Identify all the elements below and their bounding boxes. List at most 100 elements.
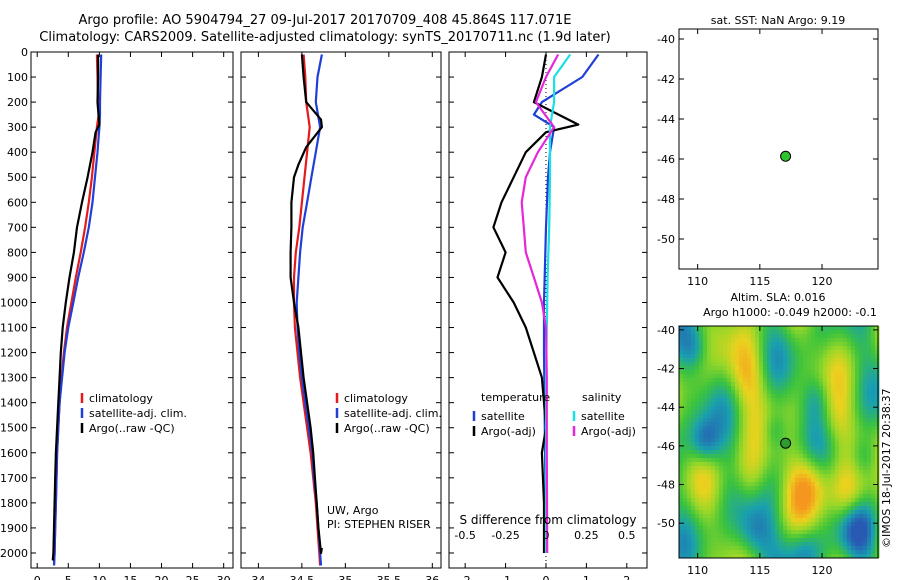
heatmap-cell — [811, 422, 816, 427]
heatmap-cell — [795, 386, 800, 391]
heatmap-cell — [799, 454, 804, 459]
heatmap-cell — [815, 510, 820, 515]
heatmap-cell — [791, 494, 796, 499]
heatmap-cell — [827, 510, 832, 515]
heatmap-cell — [699, 326, 704, 331]
heatmap-cell — [875, 458, 880, 463]
heatmap-cell — [795, 394, 800, 399]
heatmap-cell — [731, 350, 736, 355]
heatmap-cell — [723, 410, 728, 415]
heatmap-cell — [795, 358, 800, 363]
heatmap-cell — [795, 466, 800, 471]
heatmap-cell — [807, 450, 812, 455]
heatmap-cell — [703, 402, 708, 407]
heatmap-cell — [783, 358, 788, 363]
heatmap-cell — [767, 474, 772, 479]
heatmap-cell — [867, 542, 872, 547]
heatmap-cell — [871, 330, 876, 335]
heatmap-cell — [763, 542, 768, 547]
heatmap-cell — [687, 330, 692, 335]
heatmap-cell — [815, 482, 820, 487]
heatmap-cell — [743, 494, 748, 499]
y-tick-label: 400 — [7, 146, 28, 159]
heatmap-cell — [787, 510, 792, 515]
heatmap-cell — [783, 406, 788, 411]
heatmap-cell — [867, 382, 872, 387]
heatmap-cell — [811, 502, 816, 507]
heatmap-cell — [751, 418, 756, 423]
heatmap-cell — [727, 554, 732, 559]
heatmap-cell — [839, 498, 844, 503]
legend-label: climatology — [344, 392, 408, 405]
heatmap-cell — [823, 422, 828, 427]
heatmap-cell — [711, 422, 716, 427]
heatmap-cell — [727, 378, 732, 383]
heatmap-cell — [875, 478, 880, 483]
heatmap-cell — [719, 358, 724, 363]
heatmap-cell — [807, 462, 812, 467]
heatmap-cell — [855, 498, 860, 503]
heatmap-cell — [783, 550, 788, 555]
heatmap-cell — [811, 386, 816, 391]
credit-line-1: UW, Argo — [327, 504, 379, 517]
heatmap-cell — [867, 554, 872, 559]
heatmap-cell — [787, 346, 792, 351]
heatmap-cell — [863, 470, 868, 475]
heatmap-cell — [703, 494, 708, 499]
heatmap-cell — [719, 402, 724, 407]
heatmap-cell — [775, 414, 780, 419]
heatmap-cell — [779, 342, 784, 347]
heatmap-cell — [855, 518, 860, 523]
heatmap-cell — [743, 518, 748, 523]
heatmap-cell — [855, 438, 860, 443]
x-tick-label: 36 — [425, 574, 439, 580]
heatmap-cell — [691, 378, 696, 383]
heatmap-cell — [719, 378, 724, 383]
y-tick-label: -48 — [657, 193, 675, 206]
heatmap-cell — [695, 342, 700, 347]
heatmap-cell — [763, 550, 768, 555]
heatmap-cell — [843, 374, 848, 379]
heatmap-cell — [815, 366, 820, 371]
heatmap-cell — [739, 474, 744, 479]
heatmap-cell — [743, 410, 748, 415]
heatmap-cell — [723, 382, 728, 387]
heatmap-cell — [687, 550, 692, 555]
heatmap-cell — [743, 526, 748, 531]
heatmap-cell — [843, 438, 848, 443]
heatmap-cell — [827, 458, 832, 463]
y-tick-label: 1700 — [0, 472, 28, 485]
heatmap-cell — [739, 410, 744, 415]
heatmap-cell — [767, 422, 772, 427]
heatmap-cell — [799, 414, 804, 419]
heatmap-cell — [799, 410, 804, 415]
heatmap-cell — [715, 450, 720, 455]
heatmap-cell — [755, 518, 760, 523]
heatmap-cell — [831, 530, 836, 535]
heatmap-cell — [691, 426, 696, 431]
heatmap-cell — [707, 330, 712, 335]
heatmap-cell — [767, 502, 772, 507]
heatmap-cell — [707, 442, 712, 447]
heatmap-cell — [827, 554, 832, 559]
heatmap-cell — [815, 382, 820, 387]
heatmap-cell — [743, 458, 748, 463]
heatmap-cell — [679, 338, 684, 343]
heatmap-cell — [803, 338, 808, 343]
heatmap-cell — [759, 426, 764, 431]
heatmap-cell — [871, 450, 876, 455]
heatmap-cell — [859, 550, 864, 555]
heatmap-cell — [711, 398, 716, 403]
heatmap-cell — [743, 546, 748, 551]
heatmap-cell — [831, 378, 836, 383]
heatmap-cell — [803, 510, 808, 515]
heatmap-cell — [707, 434, 712, 439]
heatmap-cell — [779, 378, 784, 383]
heatmap-cell — [827, 342, 832, 347]
heatmap-cell — [759, 542, 764, 547]
heatmap-cell — [867, 350, 872, 355]
heatmap-cell — [835, 478, 840, 483]
heatmap-cell — [755, 382, 760, 387]
heatmap-cell — [775, 362, 780, 367]
heatmap-cell — [791, 342, 796, 347]
